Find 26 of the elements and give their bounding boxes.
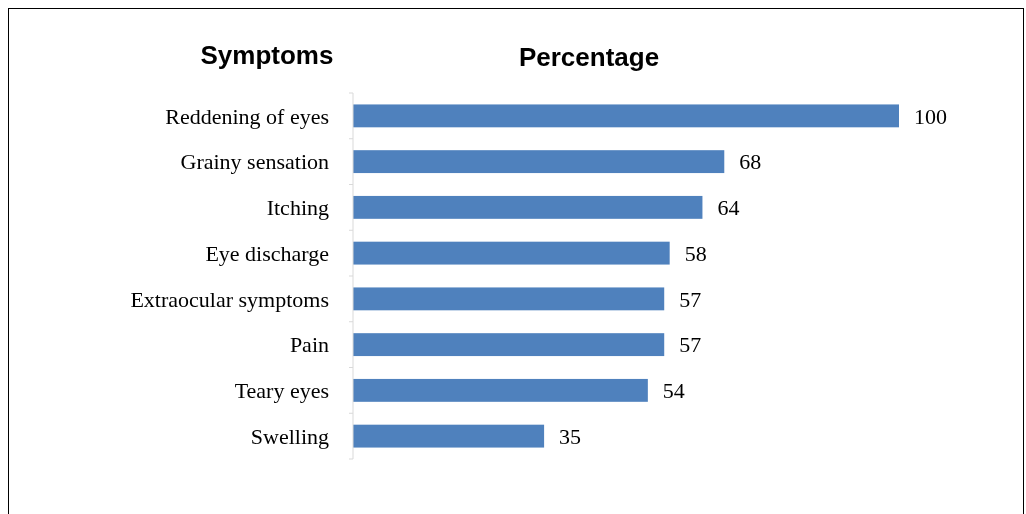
y-tick-label: Grainy sensation — [180, 149, 329, 175]
bar — [353, 195, 703, 219]
bar — [353, 150, 725, 174]
y-tick-label: Pain — [289, 332, 329, 358]
y-tick-label: Extraocular symptoms — [130, 286, 329, 312]
data-label: 64 — [717, 195, 740, 221]
data-label: 35 — [559, 423, 582, 449]
bar — [353, 424, 545, 448]
y-tick-label: Itching — [266, 195, 329, 221]
bar — [353, 287, 665, 311]
data-label: 68 — [739, 149, 762, 175]
data-label: 57 — [679, 286, 702, 312]
y-tick-label: Swelling — [250, 423, 329, 449]
data-label: 57 — [679, 332, 702, 358]
data-label: 58 — [684, 240, 707, 266]
bar — [353, 104, 899, 128]
data-label: 54 — [662, 378, 685, 404]
data-label: 100 — [914, 103, 947, 129]
y-axis-title: Symptoms — [200, 40, 334, 71]
y-tick-label: Eye discharge — [205, 240, 329, 266]
y-tick-label: Teary eyes — [234, 378, 329, 404]
bar — [353, 378, 648, 402]
chart-title: Percentage — [518, 42, 660, 73]
bar — [353, 241, 670, 265]
y-tick-label: Reddening of eyes — [165, 103, 329, 129]
bar — [353, 333, 665, 357]
